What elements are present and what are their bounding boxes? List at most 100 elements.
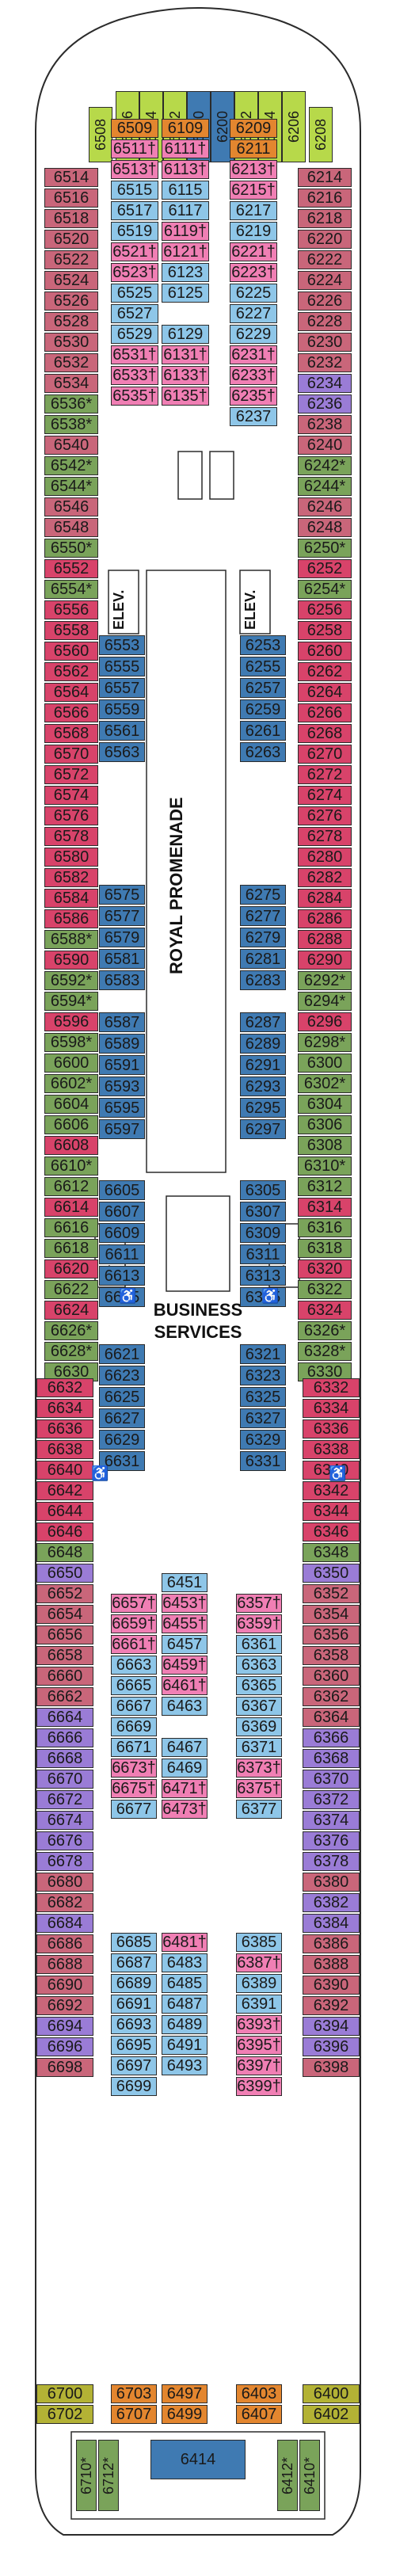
cabin-6612[interactable]: 6612 [44,1177,98,1196]
cabin-6554[interactable]: 6554* [44,580,98,599]
cabin-6467[interactable]: 6467 [162,1738,208,1757]
cabin-6354[interactable]: 6354 [303,1605,360,1624]
cabin-6487[interactable]: 6487 [162,1995,208,2014]
cabin-6329[interactable]: 6329 [240,1430,286,1450]
cabin-6277[interactable]: 6277 [240,906,286,926]
cabin-6658[interactable]: 6658 [36,1646,93,1665]
cabin-6382[interactable]: 6382 [303,1893,360,1912]
cabin-6258[interactable]: 6258 [298,621,352,640]
cabin-6313[interactable]: 6313 [240,1266,286,1286]
cabin-6629[interactable]: 6629 [99,1430,145,1450]
cabin-6657[interactable]: 6657† [111,1594,157,1613]
cabin-6515[interactable]: 6515 [111,181,158,200]
cabin-6262[interactable]: 6262 [298,662,352,681]
cabin-6700[interactable]: 6700 [36,2384,93,2403]
cabin-6614[interactable]: 6614 [44,1198,98,1217]
cabin-6231[interactable]: 6231† [230,345,277,364]
cabin-6284[interactable]: 6284 [298,889,352,908]
cabin-6577[interactable]: 6577 [99,906,145,926]
cabin-6587[interactable]: 6587 [99,1012,145,1032]
cabin-6342[interactable]: 6342 [303,1481,360,1500]
cabin-6266[interactable]: 6266 [298,703,352,722]
cabin-6525[interactable]: 6525 [111,284,158,303]
cabin-6311[interactable]: 6311 [240,1244,286,1264]
cabin-6613[interactable]: 6613 [99,1266,145,1286]
cabin-6259[interactable]: 6259 [240,699,286,719]
cabin-6473[interactable]: 6473† [162,1800,208,1819]
cabin-6602[interactable]: 6602* [44,1074,98,1093]
cabin-6521[interactable]: 6521† [111,242,158,261]
cabin-6634[interactable]: 6634 [36,1399,93,1418]
cabin-6268[interactable]: 6268 [298,724,352,743]
cabin-6568[interactable]: 6568 [44,724,98,743]
cabin-6517[interactable]: 6517 [111,201,158,220]
cabin-6660[interactable]: 6660 [36,1667,93,1686]
cabin-6533[interactable]: 6533† [111,366,158,385]
cabin-6309[interactable]: 6309 [240,1223,286,1243]
cabin-6534[interactable]: 6534 [44,374,98,393]
cabin-6600[interactable]: 6600 [44,1054,98,1073]
cabin-6665[interactable]: 6665 [111,1676,157,1695]
cabin-6270[interactable]: 6270 [298,745,352,764]
cabin-6615[interactable]: 6615 [99,1287,145,1307]
cabin-6359[interactable]: 6359† [236,1614,282,1633]
cabin-6516[interactable]: 6516 [44,189,98,208]
cabin-6688[interactable]: 6688 [36,1955,93,1974]
cabin-6331[interactable]: 6331 [240,1451,286,1471]
cabin-6260[interactable]: 6260 [298,642,352,661]
cabin-6489[interactable]: 6489 [162,2015,208,2034]
cabin-6671[interactable]: 6671 [111,1738,157,1757]
cabin-6581[interactable]: 6581 [99,949,145,969]
cabin-6340[interactable]: 6340 [303,1461,360,1480]
cabin-6224[interactable]: 6224 [298,271,352,290]
cabin-6668[interactable]: 6668 [36,1749,93,1768]
cabin-6675[interactable]: 6675† [111,1779,157,1798]
cabin-6695[interactable]: 6695 [111,2036,157,2055]
cabin-6483[interactable]: 6483 [162,1953,208,1972]
cabin-6344[interactable]: 6344 [303,1502,360,1521]
cabin-6131[interactable]: 6131† [162,345,209,364]
cabin-6696[interactable]: 6696 [36,2037,93,2056]
cabin-6322[interactable]: 6322 [298,1280,352,1299]
cabin-6575[interactable]: 6575 [99,885,145,905]
cabin-6380[interactable]: 6380 [303,1873,360,1892]
cabin-6366[interactable]: 6366 [303,1728,360,1747]
cabin-6624[interactable]: 6624 [44,1301,98,1320]
cabin-6680[interactable]: 6680 [36,1873,93,1892]
cabin-6511[interactable]: 6511† [111,139,158,158]
cabin-6605[interactable]: 6605 [99,1180,145,1200]
cabin-6669[interactable]: 6669 [111,1717,157,1736]
cabin-empty[interactable] [162,304,209,323]
cabin-6283[interactable]: 6283 [240,970,286,990]
cabin-6235[interactable]: 6235† [230,387,277,406]
cabin-6350[interactable]: 6350 [303,1564,360,1583]
cabin-6457[interactable]: 6457 [162,1635,208,1654]
cabin-6593[interactable]: 6593 [99,1077,145,1096]
cabin-6375[interactable]: 6375† [236,1779,282,1798]
cabin-6395[interactable]: 6395† [236,2036,282,2055]
cabin-6604[interactable]: 6604 [44,1095,98,1114]
cabin-6546[interactable]: 6546 [44,497,98,516]
cabin-6589[interactable]: 6589 [99,1034,145,1054]
cabin-6286[interactable]: 6286 [298,909,352,928]
cabin-6526[interactable]: 6526 [44,292,98,311]
cabin-6710[interactable]: 6710* [76,2440,97,2511]
cabin-6677[interactable]: 6677 [111,1800,157,1819]
cabin-6280[interactable]: 6280 [298,848,352,867]
cabin-6410[interactable]: 6410* [299,2440,320,2511]
cabin-6608[interactable]: 6608 [44,1136,98,1155]
cabin-6556[interactable]: 6556 [44,600,98,619]
cabin-6692[interactable]: 6692 [36,1996,93,2015]
cabin-6664[interactable]: 6664 [36,1708,93,1727]
cabin-6248[interactable]: 6248 [298,518,352,537]
cabin-6278[interactable]: 6278 [298,827,352,846]
cabin-6385[interactable]: 6385 [236,1933,282,1952]
cabin-6678[interactable]: 6678 [36,1852,93,1871]
cabin-6255[interactable]: 6255 [240,657,286,676]
cabin-6297[interactable]: 6297 [240,1119,286,1139]
cabin-6125[interactable]: 6125 [162,284,209,303]
cabin-6453[interactable]: 6453† [162,1594,208,1613]
cabin-6238[interactable]: 6238 [298,415,352,434]
cabin-6644[interactable]: 6644 [36,1502,93,1521]
cabin-6384[interactable]: 6384 [303,1914,360,1933]
